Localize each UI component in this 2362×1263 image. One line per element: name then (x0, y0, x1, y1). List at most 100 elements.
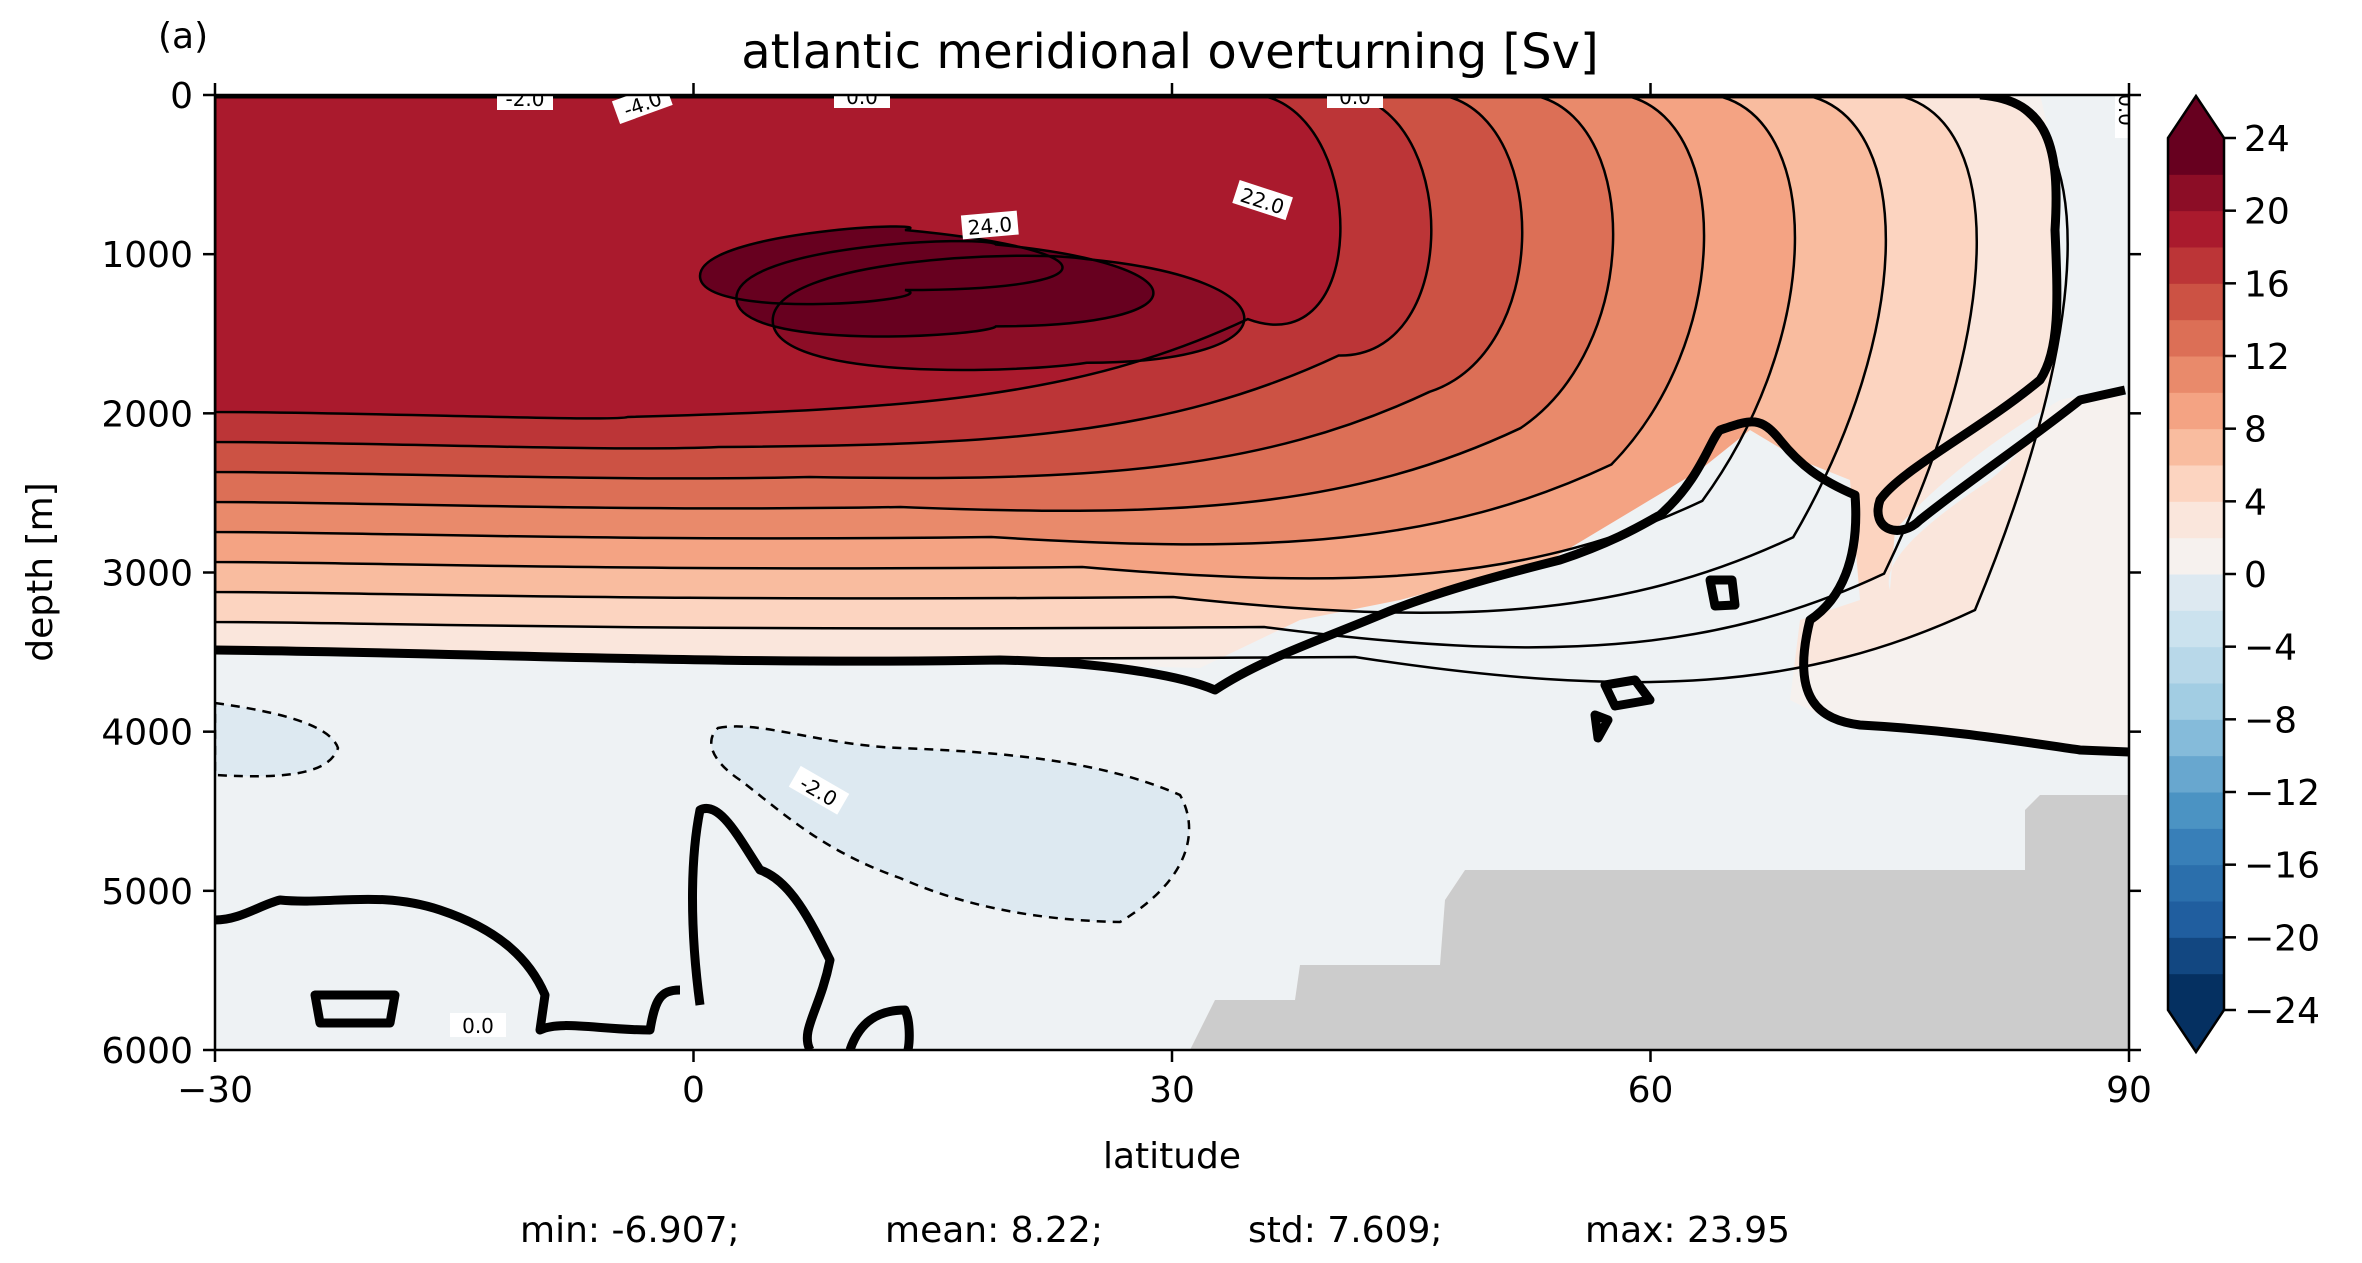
contour-label: -2.0 (497, 87, 553, 111)
colorbar-extend-min (2168, 1010, 2224, 1052)
colorbar: 24 20 16 12 8 4 0 −4 −8 −12 −16 −20 −24 (2166, 93, 2320, 1055)
colorbar-tick-label: −16 (2244, 846, 2320, 887)
zero-contour (1600, 675, 1655, 711)
colorbar-segment (2168, 428, 2224, 466)
land-mask (1190, 795, 2129, 1050)
x-tick-label: 0 (682, 1070, 705, 1111)
contour-label: 0.0 (834, 85, 890, 109)
colorbar-segment (2168, 610, 2224, 648)
colorbar-segment (2168, 755, 2224, 793)
stats-max: max: 23.95 (1585, 1210, 1790, 1251)
y-tick-label: 5000 (101, 872, 193, 913)
colorbar-segment (2168, 356, 2224, 393)
x-tick-label: 30 (1149, 1070, 1195, 1111)
x-tick-label: 90 (2106, 1070, 2152, 1111)
contour-fills (215, 95, 2129, 1050)
x-tick-label: 60 (1628, 1070, 1674, 1111)
colorbar-segment (2168, 937, 2224, 975)
contour-line (215, 95, 1433, 450)
contour-line (215, 95, 1979, 649)
zero-contour (310, 990, 400, 1028)
negative-blob (215, 701, 340, 778)
zero-contour (215, 417, 2129, 757)
colorbar-segment (2168, 537, 2224, 575)
y-tick-label: 2000 (101, 394, 193, 435)
contour-label: 0.0 (450, 1013, 506, 1038)
colorbar-segment (2168, 719, 2224, 757)
zero-contour (1705, 575, 1740, 611)
x-axis: −30 0 30 60 90 (177, 83, 2152, 1111)
colorbar-segment (2168, 319, 2224, 357)
contour-label: 24.0 (960, 210, 1019, 240)
colorbar-tick-label: 8 (2244, 410, 2267, 451)
contour-line (215, 95, 1615, 513)
colorbar-segment (2168, 138, 2224, 175)
colorbar-segment (2168, 973, 2224, 1011)
y-tick-label: 0 (170, 76, 193, 117)
colorbar-segment (2168, 828, 2224, 866)
colorbar-segment (2168, 646, 2224, 684)
colorbar-segment (2168, 574, 2224, 611)
contour-line (215, 95, 1524, 480)
colorbar-segment (2168, 901, 2224, 938)
contour-line (215, 95, 1342, 420)
contour-label-text: 24.0 (967, 212, 1013, 240)
colorbar-segment (2168, 501, 2224, 539)
colorbar-tick-label: −8 (2244, 700, 2297, 741)
colorbar-tick-label: 16 (2244, 264, 2290, 305)
contour-line (215, 95, 1887, 614)
colorbar-segment (2168, 864, 2224, 902)
colorbar-segment (2168, 174, 2224, 212)
negative-region-north (1888, 95, 2129, 590)
zero-contour (688, 804, 835, 1050)
contour-line (698, 225, 1064, 306)
zero-contour-lines (215, 95, 2129, 1050)
negative-blob (710, 725, 1191, 924)
contour-line (771, 254, 1246, 372)
y-axis-label: depth [m] (20, 482, 61, 661)
y-tick-label: 3000 (101, 554, 193, 595)
chart-title: atlantic meridional overturning [Sv] (741, 24, 1599, 80)
colorbar-tick-label: −20 (2244, 918, 2320, 959)
colorbar-segment (2168, 210, 2224, 248)
colorbar-segment (2168, 792, 2224, 829)
colorbar-tick-label: 4 (2244, 482, 2267, 523)
contour-line (215, 95, 1797, 580)
contour-label: 0.0 (2114, 94, 2138, 138)
contour-label-text: 0.0 (846, 85, 878, 109)
contour-label-text: 0.0 (462, 1014, 494, 1038)
contour-label: 0.0 (1327, 85, 1383, 109)
y-tick-label: 1000 (101, 235, 193, 276)
contour-label-text: 0.0 (2114, 94, 2138, 126)
y-tick-label: 6000 (101, 1031, 193, 1072)
stats-line: min: -6.907; mean: 8.22; std: 7.609; max… (520, 1210, 1790, 1251)
colorbar-segment (2168, 392, 2224, 430)
colorbar-segment (2168, 465, 2224, 502)
colorbar-tick-label: 24 (2244, 119, 2290, 160)
zero-contour (845, 1005, 914, 1050)
contour-label-text: -2.0 (505, 87, 544, 111)
contour-line (735, 239, 1155, 338)
zero-contour (215, 894, 681, 1035)
zero-contour (1590, 710, 1613, 743)
contour-label: -2.0 (788, 765, 850, 815)
colorbar-tick-label: 20 (2244, 192, 2290, 233)
colorbar-tick-label: −12 (2244, 773, 2320, 814)
zero-contour (1873, 95, 2126, 535)
panel-label: (a) (158, 16, 208, 57)
x-tick-label: −30 (177, 1070, 253, 1111)
y-axis: 0 1000 2000 3000 4000 5000 6000 (101, 76, 2141, 1072)
colorbar-segment (2168, 247, 2224, 284)
colorbar-extend-max (2168, 96, 2224, 138)
stats-mean: mean: 8.22; (885, 1210, 1103, 1251)
contour-label-text: 0.0 (1339, 85, 1371, 109)
stats-min: min: -6.907; (520, 1210, 740, 1251)
colorbar-tick-label: 12 (2244, 337, 2290, 378)
colorbar-tick-label: 0 (2244, 555, 2267, 596)
y-tick-label: 4000 (101, 713, 193, 754)
stats-std: std: 7.609; (1248, 1210, 1442, 1251)
contour-line (215, 95, 1706, 546)
x-axis-label: latitude (1103, 1136, 1241, 1177)
colorbar-segment (2168, 683, 2224, 720)
